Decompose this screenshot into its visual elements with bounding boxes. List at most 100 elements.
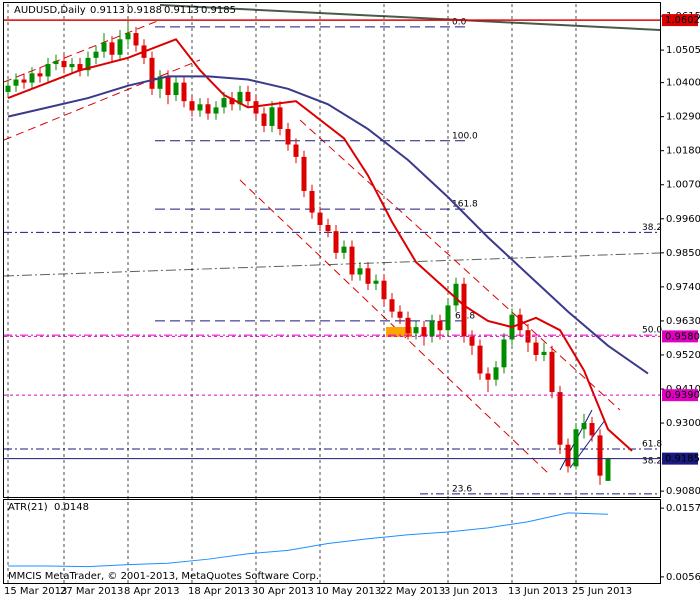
x-tick-label: 10 May 2013 — [316, 586, 381, 597]
fib-label: 50.0 — [642, 326, 662, 336]
price-label-box — [662, 452, 698, 465]
trendline — [159, 4, 661, 31]
fib-label: 100.0 — [452, 131, 478, 141]
candle-body — [181, 82, 187, 102]
candle-body — [205, 104, 211, 114]
candle-body — [45, 64, 51, 77]
candle-body — [469, 336, 475, 346]
candle-body — [5, 85, 11, 92]
candle-body — [317, 212, 323, 225]
y-tick-label: 0.9300 — [666, 418, 700, 429]
price-label-box — [662, 330, 698, 343]
ohlc-open: 0.9113 — [90, 5, 125, 16]
fib-label: 23.6 — [452, 484, 472, 494]
candle-body — [517, 314, 523, 331]
candle-body — [301, 156, 307, 191]
candle-body — [157, 76, 163, 89]
atr-line — [8, 512, 609, 568]
x-tick-label: 18 Apr 2013 — [188, 586, 250, 597]
price-label-box — [662, 389, 698, 402]
atr-title: ATR(21) — [8, 502, 48, 513]
y-tick-label: 1.0180 — [666, 146, 700, 157]
y-tick-label: 0.9080 — [666, 486, 700, 497]
candle-body — [69, 64, 75, 68]
candle-body — [221, 98, 227, 108]
candle-body — [293, 144, 299, 157]
candle-body — [397, 311, 403, 318]
price-label: 0.9580 — [665, 331, 700, 342]
candle-body — [133, 33, 139, 46]
candle-body — [189, 101, 195, 111]
candle-body — [29, 73, 35, 83]
candle-body — [213, 107, 219, 114]
main-frame — [3, 2, 661, 498]
candle-body — [549, 351, 555, 393]
candle-body — [349, 246, 355, 275]
candle-body — [573, 429, 579, 467]
candle-body — [197, 104, 203, 111]
atr-tick-label: 0.0056 — [666, 572, 700, 583]
candle-body — [453, 283, 459, 306]
atr-tick-label: 0.0157 — [666, 503, 700, 514]
y-tick-label: 0.9960 — [666, 214, 700, 225]
candle-body — [389, 299, 395, 312]
candle-body — [357, 268, 363, 275]
channel-line — [3, 59, 201, 141]
fib-label: 38.2 — [642, 223, 662, 233]
candle-body — [125, 33, 131, 40]
candle-body — [381, 280, 387, 300]
price-label: 0.9390 — [665, 390, 700, 401]
y-tick-label: 1.0070 — [666, 180, 700, 191]
candle-body — [229, 98, 235, 105]
candle-body — [53, 60, 59, 65]
highlight-box — [386, 327, 412, 337]
x-tick-label: 27 Mar 2013 — [60, 586, 123, 597]
candle-body — [77, 64, 83, 71]
moving-average — [7, 75, 649, 375]
ohlc-high: 0.9188 — [127, 5, 162, 16]
candle-body — [565, 444, 571, 467]
candle-body — [277, 107, 283, 130]
y-tick-label: 1.0290 — [666, 112, 700, 123]
candle-body — [413, 327, 419, 334]
candle-body — [101, 42, 107, 52]
candle-body — [605, 458, 611, 481]
x-tick-label: 15 Mar 2013 — [4, 586, 67, 597]
y-tick-label: 0.9740 — [666, 282, 700, 293]
candle-body — [109, 42, 115, 55]
candle-body — [365, 268, 371, 284]
candle-body — [461, 283, 467, 337]
candle-body — [37, 73, 43, 77]
price-label: 1.0602 — [665, 15, 700, 26]
candle-body — [341, 246, 347, 253]
candle-body — [597, 435, 603, 476]
candle-body — [245, 91, 251, 102]
y-tick-label: 0.9850 — [666, 248, 700, 259]
fib-label: 0.0 — [452, 17, 467, 27]
price-label: 0.9185 — [665, 454, 700, 465]
candle-body — [333, 231, 339, 253]
candle-body — [541, 351, 547, 355]
candle-body — [61, 60, 67, 68]
fib-label: 61.8 — [642, 440, 662, 450]
candle-body — [485, 373, 491, 380]
candle-body — [429, 320, 435, 337]
candle-body — [165, 76, 171, 95]
y-tick-label: 1.0505 — [666, 45, 700, 56]
candle-body — [493, 367, 499, 380]
drawings — [3, 4, 661, 476]
x-tick-label: 22 May 2013 — [380, 586, 445, 597]
fib-label: 161.8 — [452, 200, 478, 210]
channel-line — [3, 19, 161, 83]
candle-body — [557, 392, 563, 445]
candle-body — [373, 280, 379, 284]
candle-body — [85, 57, 91, 71]
candle-body — [93, 51, 99, 58]
candle-body — [237, 91, 243, 105]
fib-label: 38.2 — [642, 457, 662, 467]
copyright: MMCIS MetaTrader, © 2001-2013, MetaQuote… — [8, 571, 319, 582]
candle-body — [589, 423, 595, 436]
candle-body — [501, 339, 507, 368]
